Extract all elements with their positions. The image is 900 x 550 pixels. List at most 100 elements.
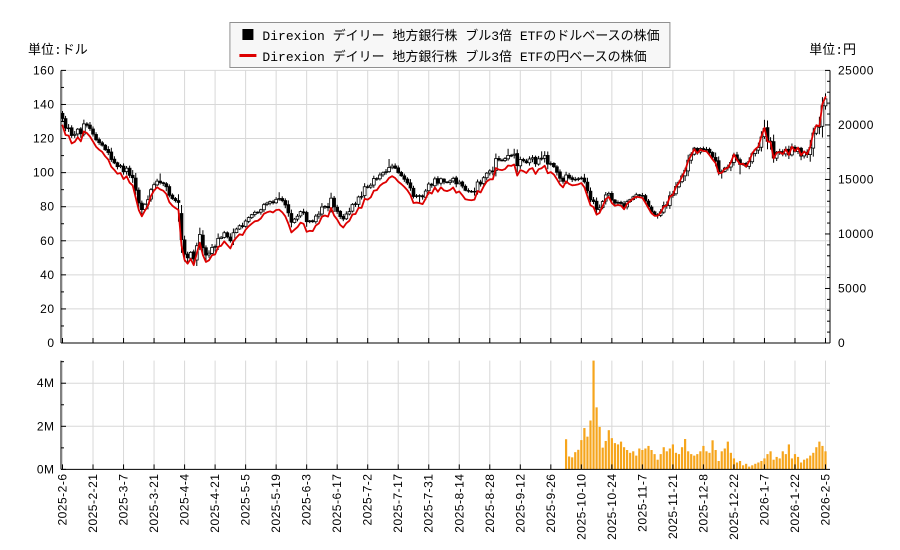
- volume-axis-tick-label: 4M: [37, 376, 55, 390]
- down-candle-body: [375, 178, 379, 180]
- down-candle-body: [127, 167, 132, 176]
- down-candle-body: [94, 134, 98, 141]
- up-candle-body: [451, 178, 455, 182]
- down-candle-body: [640, 195, 645, 197]
- volume-bar: [793, 454, 797, 470]
- up-candle-body: [512, 153, 516, 156]
- jpy-line-marker-icon: [238, 54, 256, 57]
- volume-bar: [564, 439, 568, 470]
- right-axis-tick-label: 25000: [838, 63, 874, 77]
- down-candle-body: [161, 182, 166, 184]
- down-candle-body: [442, 178, 446, 183]
- volume-bar: [787, 444, 790, 470]
- down-candle-body: [240, 225, 245, 228]
- date-tick-label: 2025-12-8: [696, 474, 710, 533]
- volume-bar-series: [564, 360, 827, 470]
- down-candle-body: [280, 198, 285, 201]
- up-candle-body: [292, 218, 297, 223]
- down-candle-body: [301, 211, 306, 214]
- down-candle-body: [304, 212, 309, 223]
- volume-bar: [671, 444, 674, 470]
- date-tick-label: 2026-2-5: [819, 474, 833, 526]
- usd-square-marker-icon: [238, 29, 256, 40]
- down-candle-body: [558, 171, 562, 179]
- up-candle-body: [503, 158, 507, 161]
- volume-bar: [610, 438, 613, 470]
- down-candle-body: [121, 165, 126, 173]
- volume-bar: [638, 448, 641, 470]
- down-candle-body: [436, 178, 440, 184]
- date-tick-label: 2025-2-21: [86, 474, 100, 533]
- volume-bar: [674, 452, 678, 470]
- down-candle-body: [469, 190, 474, 193]
- volume-bar: [815, 447, 818, 470]
- up-candle-body: [509, 155, 513, 157]
- down-candle-body: [204, 247, 208, 256]
- volume-bar: [632, 451, 635, 470]
- up-candle-body: [329, 197, 333, 209]
- left-axis-tick-label: 0: [47, 336, 54, 350]
- up-candle-body: [219, 236, 224, 239]
- volume-bar: [662, 447, 665, 470]
- volume-bar: [693, 455, 696, 470]
- down-candle-body: [417, 195, 422, 197]
- volume-bar: [803, 459, 806, 470]
- up-candle-body: [249, 214, 254, 219]
- down-candle-body: [85, 123, 89, 126]
- volume-bar: [601, 447, 604, 470]
- date-tick-label: 2025-7-17: [391, 474, 405, 533]
- up-candle-body: [359, 196, 364, 198]
- down-candle-body: [283, 200, 288, 206]
- down-candle-body: [582, 177, 587, 183]
- down-candle-body: [533, 156, 538, 165]
- up-candle-body: [75, 128, 80, 135]
- up-candle-body: [607, 193, 611, 196]
- volume-axis-tick-label: 2M: [37, 419, 55, 433]
- date-tick-label: 2026-1-22: [788, 474, 802, 533]
- down-candle-body: [91, 128, 95, 135]
- down-candle-body: [396, 167, 401, 174]
- volume-bar: [775, 456, 778, 470]
- down-candle-body: [158, 180, 162, 184]
- up-candle-body: [323, 205, 327, 208]
- legend-label-jpy: Direxion デイリー 地方銀行株 ブル3倍 ETFの円ベースの株価: [262, 50, 647, 65]
- down-candle-body: [289, 213, 294, 223]
- down-candle-body: [286, 204, 291, 214]
- volume-bar: [647, 445, 650, 470]
- down-candle-body: [399, 172, 404, 177]
- down-candle-body: [463, 185, 468, 191]
- left-axis-tick-label: 20: [40, 302, 54, 316]
- volume-bar: [604, 440, 607, 470]
- up-candle-body: [530, 157, 535, 160]
- up-candle-body: [549, 163, 553, 165]
- volume-bar: [702, 445, 705, 470]
- down-candle-body: [594, 200, 599, 210]
- down-candle-body: [60, 112, 65, 119]
- volume-bar: [760, 460, 763, 470]
- down-candle-body: [555, 166, 559, 173]
- date-tick-label: 2025-3-21: [147, 474, 161, 533]
- down-candle-body: [570, 177, 574, 180]
- volume-bar: [799, 462, 803, 470]
- up-candle-body: [246, 217, 251, 222]
- down-candle-body: [411, 187, 416, 197]
- date-tick-label: 2025-11-7: [635, 474, 649, 532]
- volume-bar: [583, 428, 586, 470]
- down-candle-body: [619, 201, 623, 204]
- down-candle-body: [637, 194, 642, 196]
- down-candle-body: [500, 159, 504, 162]
- down-candle-body: [185, 253, 190, 259]
- volume-bar: [653, 454, 656, 470]
- down-candle-body: [136, 189, 141, 204]
- down-candle-body: [454, 177, 459, 185]
- down-candle-body: [88, 124, 92, 129]
- up-candle-body: [216, 237, 220, 248]
- up-candle-body: [426, 183, 431, 192]
- down-candle-body: [701, 148, 706, 151]
- date-tick-label: 2025-6-17: [330, 474, 344, 533]
- date-tick-label: 2025-3-7: [117, 474, 131, 526]
- down-candle-body: [225, 232, 230, 238]
- down-candle-body: [170, 194, 175, 199]
- left-axis-tick-label: 80: [40, 200, 54, 214]
- down-candle-body: [365, 186, 370, 188]
